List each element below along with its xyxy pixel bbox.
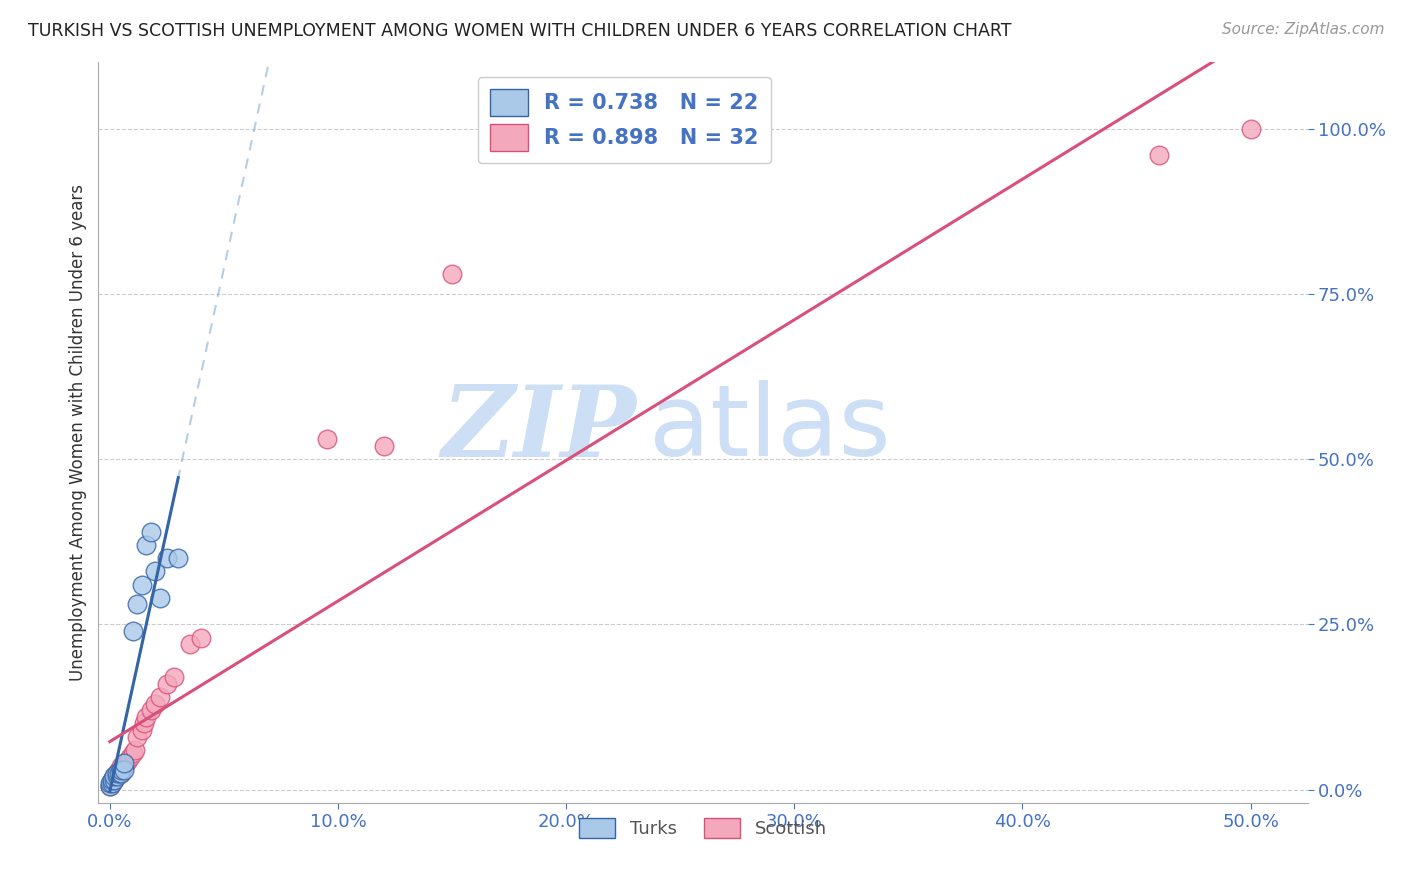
Text: atlas: atlas	[648, 380, 890, 477]
Point	[149, 690, 172, 704]
Point	[112, 759, 135, 773]
Text: TURKISH VS SCOTTISH UNEMPLOYMENT AMONG WOMEN WITH CHILDREN UNDER 6 YEARS CORRELA: TURKISH VS SCOTTISH UNEMPLOYMENT AMONG W…	[28, 22, 1012, 40]
Point	[121, 624, 143, 638]
Point	[145, 565, 167, 579]
Point	[127, 598, 149, 612]
Point	[156, 551, 179, 566]
Point	[156, 677, 179, 691]
Point	[179, 637, 201, 651]
Point	[1149, 148, 1171, 162]
Point	[105, 766, 128, 780]
Point	[114, 756, 136, 771]
Point	[110, 759, 132, 773]
Point	[98, 779, 121, 793]
Point	[190, 631, 212, 645]
Point	[103, 772, 125, 787]
Point	[98, 779, 121, 793]
Point	[98, 776, 121, 790]
Point	[120, 749, 142, 764]
Point	[110, 766, 132, 780]
Point	[110, 763, 132, 777]
Point	[127, 730, 149, 744]
Point	[117, 753, 139, 767]
Point	[135, 710, 157, 724]
Point	[145, 697, 167, 711]
Point	[101, 772, 124, 787]
Point	[101, 776, 124, 790]
Y-axis label: Unemployment Among Women with Children Under 6 years: Unemployment Among Women with Children U…	[69, 184, 87, 681]
Point	[131, 577, 153, 591]
Point	[110, 766, 132, 780]
Point	[135, 538, 157, 552]
Point	[124, 743, 146, 757]
Point	[103, 769, 125, 783]
Legend: Turks, Scottish: Turks, Scottish	[572, 810, 834, 846]
Point	[105, 769, 128, 783]
Point	[441, 267, 464, 281]
Point	[112, 763, 135, 777]
Point	[105, 766, 128, 780]
Point	[105, 769, 128, 783]
Point	[101, 772, 124, 787]
Point	[112, 756, 135, 771]
Point	[103, 769, 125, 783]
Point	[373, 439, 395, 453]
Point	[108, 766, 131, 780]
Point	[103, 772, 125, 787]
Point	[101, 776, 124, 790]
Text: Source: ZipAtlas.com: Source: ZipAtlas.com	[1222, 22, 1385, 37]
Point	[121, 746, 143, 760]
Point	[139, 524, 162, 539]
Point	[167, 551, 190, 566]
Point	[315, 432, 337, 446]
Point	[139, 703, 162, 717]
Point	[132, 716, 155, 731]
Point	[1239, 121, 1261, 136]
Point	[131, 723, 153, 737]
Text: ZIP: ZIP	[441, 381, 637, 477]
Point	[163, 670, 186, 684]
Point	[108, 763, 131, 777]
Point	[149, 591, 172, 605]
